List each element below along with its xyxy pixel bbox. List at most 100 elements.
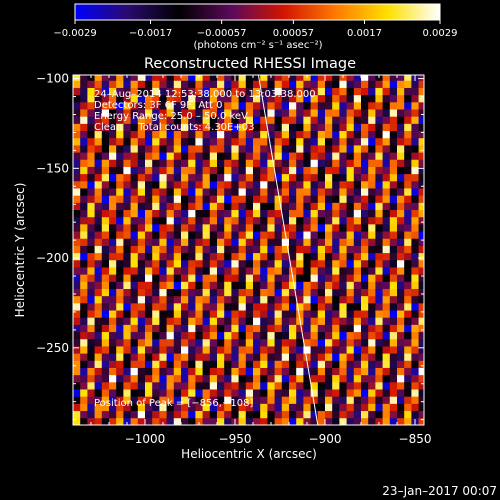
heatmap-cell [73,403,81,412]
heatmap-cell [217,145,225,153]
heatmap-cell [397,116,405,124]
heatmap-cell [389,209,398,218]
heatmap-cell [339,145,347,153]
heatmap-cell [253,324,261,333]
heatmap-cell [101,396,110,404]
heatmap-cell [281,152,290,160]
heatmap-cell [397,252,405,261]
heatmap-cell [267,94,275,103]
heatmap-cell [411,396,419,404]
heatmap-cell [397,338,405,347]
heatmap-cell [80,360,88,368]
heatmap-cell [181,360,189,368]
heatmap-cell [289,288,297,297]
heatmap-cell [382,381,391,390]
heatmap-cell [123,202,131,211]
heatmap-cell [317,116,326,124]
heatmap-cell [418,410,425,419]
heatmap-cell [404,159,412,167]
heatmap-cell [346,145,355,153]
heatmap-cell [289,180,297,189]
heatmap-cell [339,252,347,261]
heatmap-cell [173,346,182,354]
heatmap-cell [231,209,239,218]
heatmap-cell [260,166,268,175]
heatmap-cell [346,80,355,88]
heatmap-cell [389,101,398,110]
heatmap-cell [339,188,347,196]
heatmap-cell [281,94,290,103]
heatmap-cell [101,75,110,81]
heatmap-cell [296,87,304,96]
heatmap-cell [332,403,340,412]
heatmap-cell [238,302,247,311]
heatmap-cell [173,374,182,383]
heatmap-cell [375,101,383,110]
heatmap-cell [188,80,196,88]
heatmap-cell [137,195,146,203]
heatmap-cell [368,374,376,383]
colorbar-tick-label: 0.0029 [423,28,458,39]
heatmap-cell [339,317,347,325]
heatmap-cell [152,216,160,225]
heatmap-cell [166,94,175,103]
heatmap-cell [152,367,160,376]
heatmap-cell [231,80,239,88]
heatmap-cell [332,116,340,124]
heatmap-cell [87,80,95,88]
heatmap-cell [202,202,211,211]
heatmap-cell [375,259,383,268]
heatmap-cell [274,223,283,232]
heatmap-cell [116,295,124,304]
heatmap-cell [346,367,355,376]
heatmap-cell [375,338,383,347]
heatmap-cell [332,389,340,397]
heatmap-cell [238,166,247,175]
heatmap-cell [202,310,211,318]
heatmap-cell [382,302,391,311]
heatmap-cell [339,281,347,289]
heatmap-cell [281,202,290,211]
heatmap-cell [404,123,412,132]
heatmap-cell [389,295,398,304]
heatmap-cell [361,331,369,340]
heatmap-cell [411,259,419,268]
heatmap-cell [411,166,419,175]
heatmap-cell [152,188,160,196]
heatmap-cell [361,180,369,189]
heatmap-cell [303,267,311,275]
heatmap-cell [389,302,398,311]
heatmap-cell [375,267,383,275]
heatmap-cell [310,87,319,96]
heatmap-cell [101,180,110,189]
heatmap-cell [123,216,131,225]
heatmap-cell [361,374,369,383]
heatmap-cell [274,145,283,153]
heatmap-cell [123,281,131,289]
heatmap-cell [123,94,131,103]
heatmap-cell [137,109,146,117]
heatmap-cell [130,295,139,304]
heatmap-cell [260,223,268,232]
heatmap-cell [173,410,182,419]
heatmap-cell [325,346,333,354]
heatmap-cell [267,381,275,390]
heatmap-cell [245,281,254,289]
heatmap-cell [159,302,167,311]
heatmap-cell [152,381,160,390]
heatmap-cell [317,403,326,412]
heatmap-cell [404,173,412,182]
heatmap-cell [80,123,88,132]
heatmap-cell [73,245,81,254]
heatmap-cell [411,403,419,412]
heatmap-cell [274,152,283,160]
heatmap-cell [245,238,254,246]
heatmap-cell [303,245,311,254]
heatmap-cell [145,159,153,167]
heatmap-cell [80,202,88,211]
heatmap-cell [361,389,369,397]
heatmap-cell [332,374,340,383]
heatmap-cell [317,101,326,110]
heatmap-cell [238,281,247,289]
heatmap-cell [231,374,239,383]
